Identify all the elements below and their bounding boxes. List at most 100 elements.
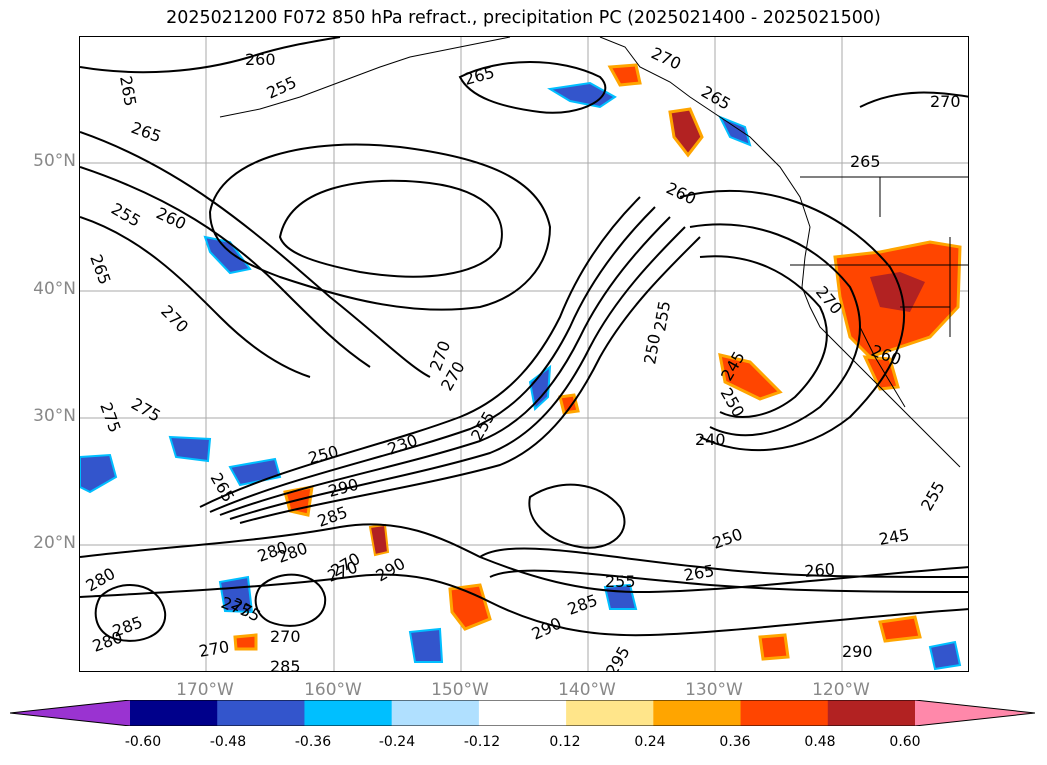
contour-label: 265: [462, 63, 496, 89]
contour-label: 270: [930, 92, 961, 111]
contour-label: 255: [605, 572, 636, 591]
refractivity-contours: [80, 37, 968, 642]
contour-label: 280: [83, 564, 119, 596]
precip-pos-bc-coast-2: [668, 107, 704, 158]
colorbar-tick: -0.60: [124, 734, 162, 750]
contour-label: 270: [270, 627, 301, 646]
contour-jet-4: [229, 226, 686, 520]
contour-sw-low-2: [254, 573, 327, 627]
contour-label: 250: [640, 332, 664, 365]
colorbar-segment: [653, 700, 742, 726]
colorbar-tick: 0.48: [804, 734, 836, 750]
contour-label: 260: [804, 559, 836, 581]
contour-label: 265: [129, 118, 164, 146]
colorbar-tick: -0.36: [294, 734, 332, 750]
colorbar-segment: [740, 700, 829, 726]
contour-jet-5: [239, 236, 701, 524]
contour-ridge-3: [80, 216, 311, 378]
colorbar-tick: -0.12: [463, 734, 501, 750]
contour-south-3: [479, 547, 968, 578]
contour-south-1: [80, 523, 968, 594]
colorbar-tick: 0.24: [634, 734, 666, 750]
contour-label: 290: [373, 554, 409, 586]
contour-south-4: [489, 569, 968, 593]
contour-label-group: 265 260 255 265 265 270 265 260 255 265 …: [83, 43, 961, 672]
lon-label-170w: 170°W: [176, 680, 234, 700]
coastlines: [219, 37, 968, 468]
contour-label: 280: [90, 627, 125, 655]
contour-label: 290: [529, 613, 565, 643]
colorbar-tick: 0.12: [549, 734, 581, 750]
colorbar-tick: -0.24: [378, 734, 416, 750]
coast-west-us: [801, 256, 961, 468]
contour-label: 265: [850, 152, 881, 171]
precip-neg-s2: [408, 627, 444, 663]
contour-north: [458, 61, 607, 114]
contour-low-ne-inner: [278, 179, 503, 278]
contour-trough-1: [679, 189, 905, 452]
precip-pos-sw: [233, 633, 258, 651]
precip-neg-west: [80, 453, 118, 494]
colorbar-segment: [391, 700, 480, 726]
precip-pos-subtropic: [718, 353, 783, 401]
lon-label-140w: 140°W: [558, 680, 616, 700]
lat-label-20n: 20°N: [33, 533, 76, 553]
contour-label: 265: [116, 74, 140, 107]
precip-pos-central: [558, 393, 580, 415]
contour-south-2: [80, 573, 968, 637]
contour-ridge-2: [80, 166, 371, 368]
contour-label: 255: [264, 72, 300, 102]
contour-label: 285: [565, 590, 600, 618]
precip-neg-se: [928, 640, 962, 671]
coast-alaska-se: [599, 37, 811, 258]
colorbar-tick: -0.48: [209, 734, 247, 750]
contour-label: 270: [197, 637, 230, 661]
precip-neg-gulf-alaska: [547, 81, 617, 109]
lon-label-160w: 160°W: [304, 680, 362, 700]
precip-max-california: [870, 272, 925, 312]
lon-label-120w: 120°W: [812, 680, 870, 700]
contour-sw-low: [94, 584, 167, 642]
contour-label: 275: [96, 400, 124, 435]
precip-pos-se2: [758, 633, 790, 661]
contour-label: 255: [917, 478, 949, 514]
contour-low-ne: [208, 143, 552, 311]
chart-title: 2025021200 F072 850 hPa refract., precip…: [166, 8, 881, 28]
map-canvas: 265 260 255 265 265 270 265 260 255 265 …: [80, 37, 968, 672]
contour-jet-3: [219, 216, 671, 516]
colorbar-segment: [915, 700, 1035, 726]
contour-label: 255: [467, 408, 499, 444]
precip-pos-bc-coast: [607, 63, 642, 87]
contour-label: 285: [270, 657, 301, 672]
border-states: [790, 177, 968, 337]
contour-label: 230: [385, 430, 420, 458]
contour-jet-2: [209, 206, 656, 513]
colorbar-segment: [827, 700, 916, 726]
lat-label-40n: 40°N: [33, 279, 76, 299]
precip-neg-front-w: [228, 457, 282, 487]
lon-label-150w: 150°W: [431, 680, 489, 700]
colorbar-segment: [478, 700, 567, 726]
colorbar-tick: 0.36: [719, 734, 751, 750]
contour-label: 265: [698, 82, 734, 114]
lat-label-30n: 30°N: [33, 406, 76, 426]
lat-label-50n: 50°N: [33, 151, 76, 171]
contour-ne: [859, 91, 968, 108]
graticule: [80, 37, 968, 671]
contour-ridge-1: [80, 131, 431, 378]
contour-label: 265: [682, 561, 715, 585]
coast-baja: [859, 326, 906, 408]
contour-label: 270: [157, 301, 192, 336]
precip-pos-south: [448, 583, 492, 631]
contour-trough-3: [699, 255, 828, 418]
contour-nw: [80, 37, 341, 74]
contour-label: 270: [648, 43, 684, 73]
colorbar-tick: 0.60: [889, 734, 921, 750]
precip-neg-sw: [218, 575, 254, 614]
contour-label: 240: [695, 430, 726, 449]
precip-neg-coastal: [717, 115, 752, 147]
contour-label: 290: [842, 642, 873, 661]
precip-pos-se: [878, 615, 922, 643]
precip-neg-west-2: [168, 435, 212, 463]
contour-label: 260: [245, 50, 276, 69]
